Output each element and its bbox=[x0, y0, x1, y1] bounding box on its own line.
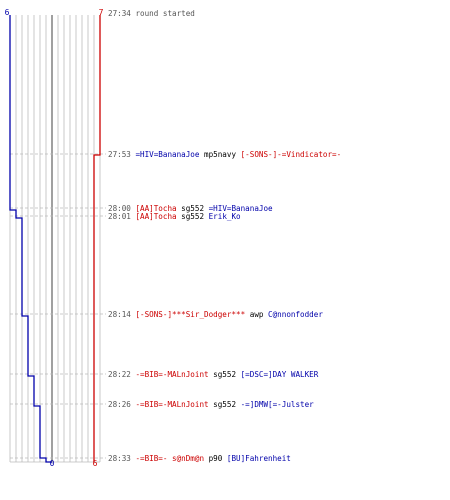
event-row: 28:22 -=BIB=-MALnJoint sg552 [=DSC=]DAY … bbox=[108, 370, 319, 379]
event-text: [AA]Tocha bbox=[135, 212, 176, 221]
red-team-alive-line bbox=[93, 15, 101, 462]
event-row: 27:53 =HIV=BananaJoe mp5navy [-SONS-]-=V… bbox=[108, 150, 341, 159]
event-text: awp bbox=[245, 310, 268, 319]
event-text: [-SONS-]-=Vindicator=- bbox=[241, 150, 342, 159]
event-text: round started bbox=[135, 9, 194, 18]
event-text: Erik_Ko bbox=[209, 212, 241, 221]
blue-count-end-label: 0 bbox=[50, 459, 55, 468]
event-text: sg552 bbox=[177, 204, 209, 213]
event-time: 28:26 bbox=[108, 400, 135, 409]
event-text: -=BIB=-MALnJoint bbox=[135, 370, 208, 379]
event-row: 27:34 round started bbox=[108, 9, 195, 18]
event-row: 28:00 [AA]Tocha sg552 =HIV=BananaJoe bbox=[108, 204, 273, 213]
event-time: 28:00 bbox=[108, 204, 135, 213]
event-text: =HIV=BananaJoe bbox=[209, 204, 273, 213]
event-text: [-SONS-]***Sir_Dodger*** bbox=[135, 310, 245, 319]
event-time: 27:53 bbox=[108, 150, 135, 159]
event-row: 28:14 [-SONS-]***Sir_Dodger*** awp C@nno… bbox=[108, 310, 323, 319]
event-text: mp5navy bbox=[199, 150, 240, 159]
event-text: C@nnonfodder bbox=[268, 310, 323, 319]
event-text: -=BIB=- s@nDm@n bbox=[135, 454, 204, 463]
event-time: 28:01 bbox=[108, 212, 135, 221]
team-step-lines bbox=[9, 15, 101, 463]
event-row: 28:33 -=BIB=- s@nDm@n p90 [BU]Fahrenheit bbox=[108, 454, 291, 463]
alive-count-grid bbox=[9, 15, 101, 463]
event-log: 27:34 round started 27:53 =HIV=BananaJoe … bbox=[108, 9, 341, 463]
event-text: p90 bbox=[204, 454, 227, 463]
event-text: =HIV=BananaJoe bbox=[135, 150, 199, 159]
event-row: 28:01 [AA]Tocha sg552 Erik_Ko bbox=[108, 212, 241, 221]
blue-count-start-label: 6 bbox=[5, 8, 10, 17]
event-text: [=DSC=]DAY WALKER bbox=[241, 370, 319, 379]
red-count-end-label: 6 bbox=[93, 459, 98, 468]
event-text: [AA]Tocha bbox=[135, 204, 176, 213]
event-time: 28:33 bbox=[108, 454, 135, 463]
event-text: sg552 bbox=[209, 400, 241, 409]
event-text: [BU]Fahrenheit bbox=[227, 454, 291, 463]
event-time: 28:14 bbox=[108, 310, 135, 319]
event-text: -=]DMW[=-Julster bbox=[241, 400, 315, 409]
blue-team-alive-line bbox=[9, 15, 52, 463]
event-text: sg552 bbox=[177, 212, 209, 221]
event-text: sg552 bbox=[209, 370, 241, 379]
event-leader-lines bbox=[10, 153, 106, 459]
event-row: 28:26 -=BIB=-MALnJoint sg552 -=]DMW[=-Ju… bbox=[108, 400, 314, 409]
event-time: 27:34 bbox=[108, 9, 135, 18]
event-time: 28:22 bbox=[108, 370, 135, 379]
event-text: -=BIB=-MALnJoint bbox=[135, 400, 208, 409]
red-count-start-label: 7 bbox=[99, 8, 104, 17]
